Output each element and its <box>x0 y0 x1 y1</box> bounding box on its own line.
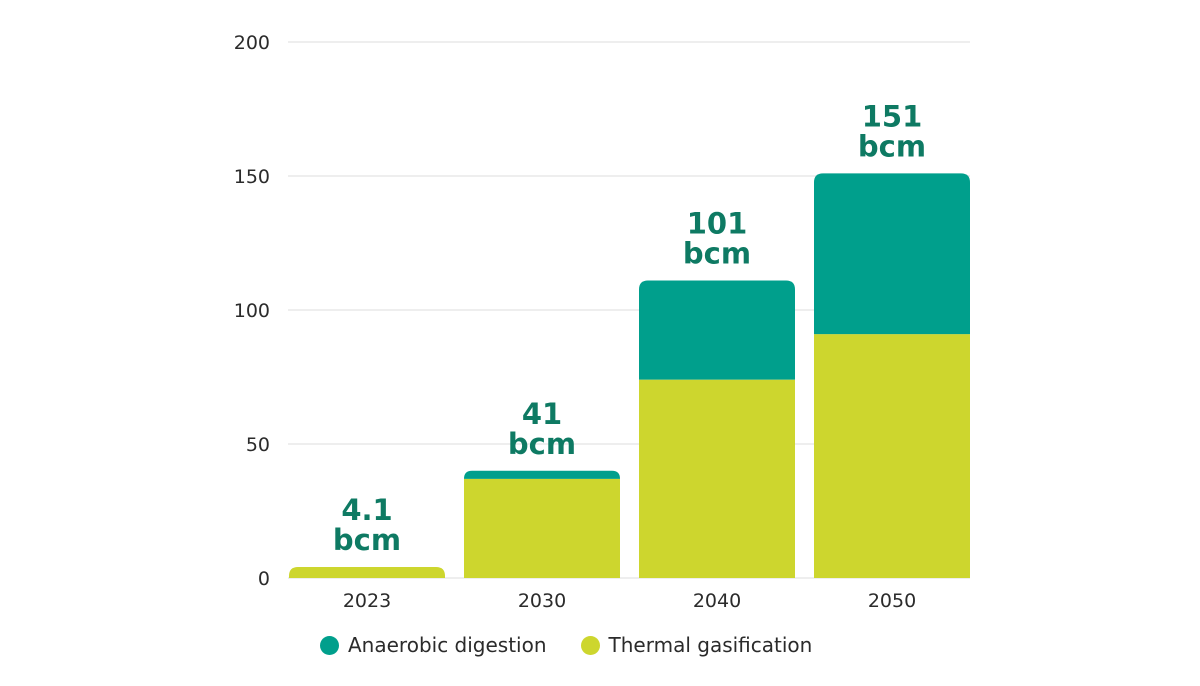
total-value-label: 101 <box>687 207 748 241</box>
bar-thermal-gasification <box>639 379 795 578</box>
x-category-label: 2030 <box>518 590 566 612</box>
bar-anaerobic-digestion <box>639 280 795 380</box>
y-tick-label: 50 <box>246 434 270 456</box>
total-value-label: 4.1 <box>341 493 392 527</box>
legend-item-thermal-gasification: Thermal gasification <box>580 633 813 657</box>
total-value-label: 41 <box>522 397 562 431</box>
x-category-label: 2040 <box>693 590 741 612</box>
bar-anaerobic-digestion <box>814 173 970 335</box>
total-value-label: 151 <box>862 99 923 133</box>
chart-svg: 0501001502004.1bcm202341bcm2030101bcm204… <box>234 32 970 612</box>
legend-swatch-anaerobic-digestion <box>320 635 339 655</box>
total-unit-label: bcm <box>683 237 751 271</box>
y-tick-label: 200 <box>234 32 270 54</box>
y-tick-label: 150 <box>234 166 270 188</box>
legend-label-thermal-gasification: Thermal gasification <box>608 633 813 657</box>
y-tick-label: 0 <box>258 568 270 590</box>
legend: Anaerobic digestion Thermal gasification <box>320 633 812 657</box>
y-tick-label: 100 <box>234 300 270 322</box>
bar-thermal-gasification <box>289 567 445 578</box>
legend-swatch-thermal-gasification <box>580 635 600 655</box>
total-unit-label: bcm <box>858 129 926 163</box>
x-category-label: 2050 <box>868 590 916 612</box>
x-category-label: 2023 <box>343 590 391 612</box>
bar-thermal-gasification <box>814 334 970 578</box>
bar-anaerobic-digestion <box>464 470 620 479</box>
legend-label-anaerobic-digestion: Anaerobic digestion <box>348 633 547 657</box>
total-unit-label: bcm <box>333 523 401 557</box>
legend-item-anaerobic-digestion: Anaerobic digestion <box>320 633 547 657</box>
total-unit-label: bcm <box>508 427 576 461</box>
bar-thermal-gasification <box>464 478 620 578</box>
